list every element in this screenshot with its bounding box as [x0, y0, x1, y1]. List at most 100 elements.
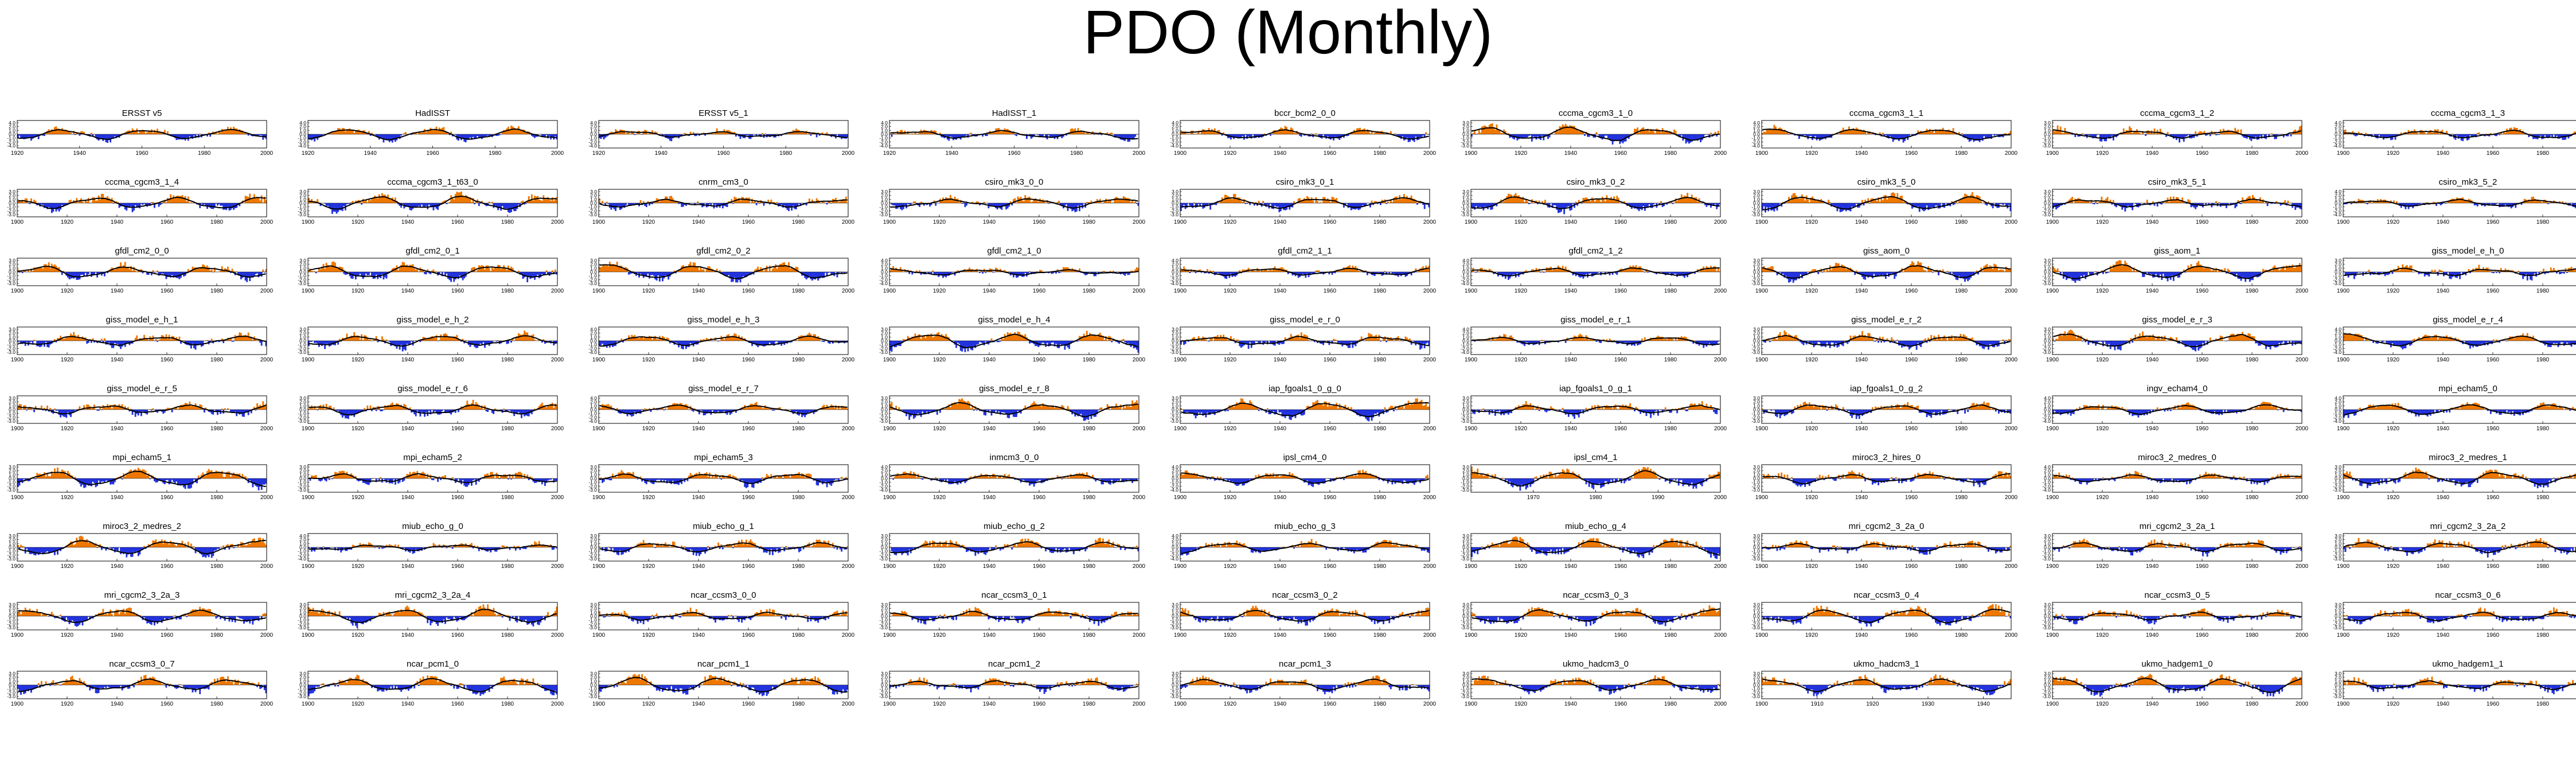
anomaly-bar: [1958, 200, 1960, 203]
anomaly-bar: [650, 203, 652, 204]
anomaly-bar: [2419, 130, 2421, 134]
anomaly-bar: [1719, 203, 1721, 204]
anomaly-bar: [346, 130, 348, 134]
anomaly-bar: [380, 196, 382, 203]
x-tick-label: 1980: [2246, 219, 2259, 225]
anomaly-bar: [1284, 203, 1286, 211]
anomaly-bar: [384, 194, 386, 203]
anomaly-bar: [474, 134, 476, 139]
y-tick-label: -4.0: [588, 143, 597, 149]
anomaly-bar: [2205, 203, 2207, 205]
anomaly-bar: [458, 272, 459, 279]
anomaly-bar: [692, 132, 694, 134]
anomaly-bar: [2245, 200, 2247, 203]
anomaly-bar: [501, 203, 504, 207]
anomaly-bar: [1971, 192, 1973, 203]
panel-gfdl_cm2_1_2: gfdl_cm2_1_24.02.01.00.0-1.0-2.0-4.01900…: [1461, 246, 1727, 294]
anomaly-bar: [1537, 134, 1539, 137]
y-tick-label: -1.0: [1170, 135, 1178, 141]
anomaly-bar: [1566, 126, 1568, 134]
anomaly-bar: [1933, 133, 1935, 134]
anomaly-bar: [1641, 270, 1643, 272]
anomaly-bar: [208, 132, 210, 134]
anomaly-bar: [1199, 203, 1201, 207]
y-tick-label: -2.0: [7, 208, 15, 213]
anomaly-bar: [1372, 203, 1375, 205]
anomaly-bar: [1804, 272, 1806, 275]
anomaly-bar: [501, 267, 504, 272]
anomaly-bar: [150, 202, 153, 203]
anomaly-bar: [257, 197, 260, 203]
anomaly-bar: [1591, 197, 1593, 203]
anomaly-bar: [1122, 134, 1125, 141]
anomaly-bar: [70, 272, 72, 279]
anomaly-bar: [136, 203, 138, 207]
y-tick-label: 3.0: [2044, 120, 2051, 126]
panel-title: cccma_cgcm3_1_2: [2140, 108, 2214, 118]
anomaly-bar: [2255, 200, 2257, 203]
anomaly-bar: [1525, 134, 1527, 139]
anomaly-bar: [100, 134, 103, 139]
anomaly-bar: [1778, 128, 1780, 134]
anomaly-bar: [1638, 133, 1640, 134]
anomaly-bar: [2503, 203, 2505, 207]
panel-title: giss_aom_0: [1863, 246, 1910, 256]
anomaly-bar: [1855, 203, 1857, 204]
anomaly-bar: [1412, 198, 1414, 203]
anomaly-bar: [604, 134, 607, 138]
anomaly-bar: [73, 272, 75, 279]
y-tick-label: -2.0: [7, 277, 15, 282]
anomaly-bar: [534, 272, 536, 280]
anomaly-bar: [134, 130, 136, 134]
y-tick-label: 4.0: [2335, 120, 2341, 126]
anomaly-bar: [645, 203, 647, 207]
anomaly-bar: [2214, 203, 2216, 204]
anomaly-bar: [2159, 203, 2161, 204]
anomaly-bar: [440, 271, 442, 272]
anomaly-bar: [2083, 200, 2085, 203]
x-tick-label: 1920: [933, 219, 946, 225]
anomaly-bar: [2501, 203, 2504, 207]
anomaly-bar: [79, 272, 81, 280]
anomaly-bar: [538, 272, 540, 278]
anomaly-bar: [2237, 200, 2239, 203]
anomaly-bar: [1293, 201, 1295, 203]
anomaly-bar: [348, 129, 349, 134]
anomaly-bar: [1402, 198, 1404, 203]
anomaly-bar: [618, 203, 620, 206]
anomaly-bar: [758, 134, 760, 136]
anomaly-bar: [2187, 199, 2189, 203]
anomaly-bar: [417, 203, 420, 206]
anomaly-bar: [1770, 203, 1773, 211]
x-tick-label: 1920: [352, 219, 365, 225]
anomaly-bar: [446, 131, 448, 134]
anomaly-bar: [490, 271, 492, 272]
anomaly-bar: [702, 269, 705, 272]
anomaly-bar: [23, 271, 25, 272]
anomaly-bar: [2052, 130, 2054, 134]
anomaly-bar: [2375, 201, 2378, 203]
anomaly-bar: [1363, 203, 1365, 207]
x-tick-label: 1920: [2096, 150, 2109, 157]
anomaly-bar: [1209, 130, 1212, 134]
anomaly-bar: [501, 131, 504, 134]
anomaly-bar: [52, 265, 54, 272]
anomaly-bar: [1522, 134, 1524, 138]
anomaly-bar: [927, 131, 930, 134]
anomaly-bar: [2386, 201, 2388, 203]
anomaly-bar: [159, 272, 162, 275]
anomaly-bar: [422, 203, 424, 207]
x-tick-label: 1940: [73, 150, 87, 157]
y-tick-label: 4.0: [299, 120, 306, 126]
anomaly-bar: [259, 200, 261, 203]
y-tick-label: 0.0: [1462, 131, 1469, 137]
anomaly-bar: [821, 133, 823, 134]
x-tick-label: 2000: [551, 219, 564, 225]
anomaly-bar: [2554, 134, 2557, 138]
anomaly-bar: [2181, 134, 2184, 139]
anomaly-bar: [1399, 134, 1401, 138]
anomaly-bar: [79, 134, 81, 136]
anomaly-bar: [2415, 131, 2417, 134]
anomaly-bar: [2523, 198, 2526, 203]
anomaly-bar: [1121, 198, 1123, 203]
